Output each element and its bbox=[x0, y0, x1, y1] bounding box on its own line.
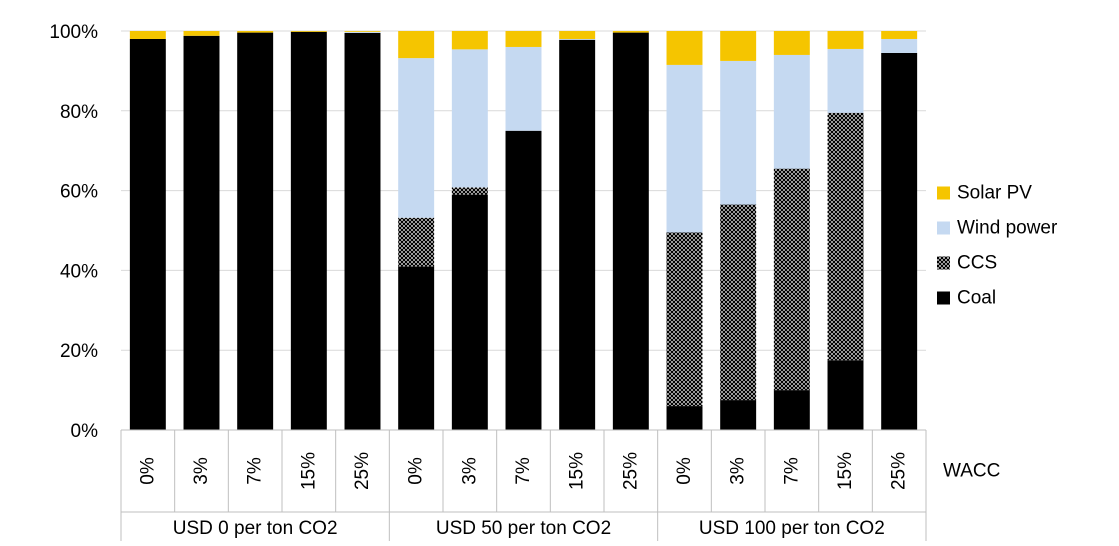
y-tick-label: 40% bbox=[60, 261, 98, 282]
bar-segment-coal bbox=[559, 39, 596, 430]
x-category-label: 25% bbox=[620, 452, 641, 490]
bar-segment-wind-power bbox=[881, 38, 918, 53]
x-group-label: USD 100 per ton CO2 bbox=[699, 518, 885, 539]
x-category-label: 3% bbox=[459, 457, 480, 485]
x-category-label: 7% bbox=[245, 457, 266, 485]
y-tick-label: 100% bbox=[49, 22, 98, 43]
bar-segment-solar-pv bbox=[129, 31, 166, 39]
x-category-label: 15% bbox=[835, 452, 856, 490]
bars bbox=[129, 31, 918, 431]
bar-segment-coal bbox=[237, 32, 274, 430]
bar-segment-ccs bbox=[451, 187, 488, 195]
bar-segment-ccs bbox=[827, 112, 864, 361]
legend-label-coal: Coal bbox=[957, 288, 996, 309]
bar-segment-solar-pv bbox=[559, 31, 596, 39]
x-category-label: 7% bbox=[513, 457, 534, 485]
legend-label-solar-pv: Solar PV bbox=[957, 183, 1032, 204]
x-category-label: 0% bbox=[406, 457, 427, 485]
bar-segment-coal bbox=[129, 38, 166, 430]
bar-segment-coal bbox=[344, 32, 381, 431]
bar-segment-ccs bbox=[773, 168, 810, 391]
bar-segment-coal bbox=[773, 390, 810, 430]
bar-segment-wind-power bbox=[559, 38, 596, 40]
bar-segment-coal bbox=[505, 130, 542, 430]
x-axis-title: WACC bbox=[943, 461, 1000, 482]
bar-segment-coal bbox=[451, 194, 488, 430]
bar-segment-coal bbox=[183, 35, 220, 431]
legend-label-wind-power: Wind power bbox=[957, 218, 1058, 239]
bar-segment-solar-pv bbox=[344, 31, 381, 32]
x-category-label: 15% bbox=[567, 452, 588, 490]
legend: Solar PV Wind power CCS Coal bbox=[937, 183, 1058, 309]
bar-segment-coal bbox=[666, 406, 703, 430]
bar-segment-wind-power bbox=[344, 31, 381, 33]
y-tick-label: 80% bbox=[60, 102, 98, 123]
legend-label-ccs: CCS bbox=[957, 253, 997, 274]
x-group-label: USD 0 per ton CO2 bbox=[173, 518, 338, 539]
x-category-label: 15% bbox=[298, 452, 319, 490]
x-category-label: 3% bbox=[728, 457, 749, 485]
bar-segment-wind-power bbox=[773, 54, 810, 169]
bar-segment-wind-power bbox=[827, 48, 864, 113]
bar-segment-solar-pv bbox=[773, 31, 810, 55]
bar-segment-solar-pv bbox=[237, 31, 274, 33]
x-category-label: 25% bbox=[352, 452, 373, 490]
bar-segment-solar-pv bbox=[451, 31, 488, 50]
y-tick-label: 0% bbox=[71, 421, 99, 442]
bar-segment-solar-pv bbox=[666, 31, 703, 65]
bar-segment-solar-pv bbox=[881, 31, 918, 39]
bar-segment-wind-power bbox=[398, 58, 435, 218]
x-category-label: 25% bbox=[889, 452, 910, 490]
bar-segment-ccs bbox=[398, 217, 435, 267]
y-tick-label: 20% bbox=[60, 341, 98, 362]
bar-segment-coal bbox=[827, 360, 864, 430]
legend-swatch-ccs bbox=[937, 256, 950, 270]
bar-segment-solar-pv bbox=[290, 31, 327, 32]
legend-swatch-solar-pv bbox=[937, 186, 950, 200]
legend-swatch-wind-power bbox=[937, 221, 950, 235]
axes: 0% 20% 40% 60% 80% 100% 0% 3% 7% 15% 25% 0% 3% 7% 15% 2… bbox=[49, 22, 1000, 541]
bar-segment-coal bbox=[720, 400, 757, 430]
bar-segment-solar-pv bbox=[505, 31, 542, 47]
bar-segment-solar-pv bbox=[183, 31, 220, 36]
bar-segment-solar-pv bbox=[398, 31, 435, 59]
bar-segment-coal bbox=[290, 31, 327, 430]
bar-segment-wind-power bbox=[451, 49, 488, 188]
x-category-label: 0% bbox=[137, 457, 158, 485]
bar-segment-coal bbox=[612, 32, 649, 430]
y-tick-label: 60% bbox=[60, 182, 98, 203]
bar-segment-wind-power bbox=[505, 46, 542, 131]
bar-segment-solar-pv bbox=[720, 31, 757, 61]
bar-segment-ccs bbox=[720, 204, 757, 401]
bar-segment-ccs bbox=[666, 232, 703, 407]
x-group-label: USD 50 per ton CO2 bbox=[436, 518, 611, 539]
bar-segment-coal bbox=[881, 52, 918, 430]
bar-segment-wind-power bbox=[720, 60, 757, 205]
legend-swatch-coal bbox=[937, 291, 950, 305]
bar-segment-wind-power bbox=[666, 64, 703, 233]
bar-segment-solar-pv bbox=[612, 31, 649, 33]
bar-segment-solar-pv bbox=[827, 31, 864, 49]
x-category-label: 7% bbox=[781, 457, 802, 485]
x-category-label: 3% bbox=[191, 457, 212, 485]
bar-segment-coal bbox=[398, 266, 435, 430]
x-category-label: 0% bbox=[674, 457, 695, 485]
